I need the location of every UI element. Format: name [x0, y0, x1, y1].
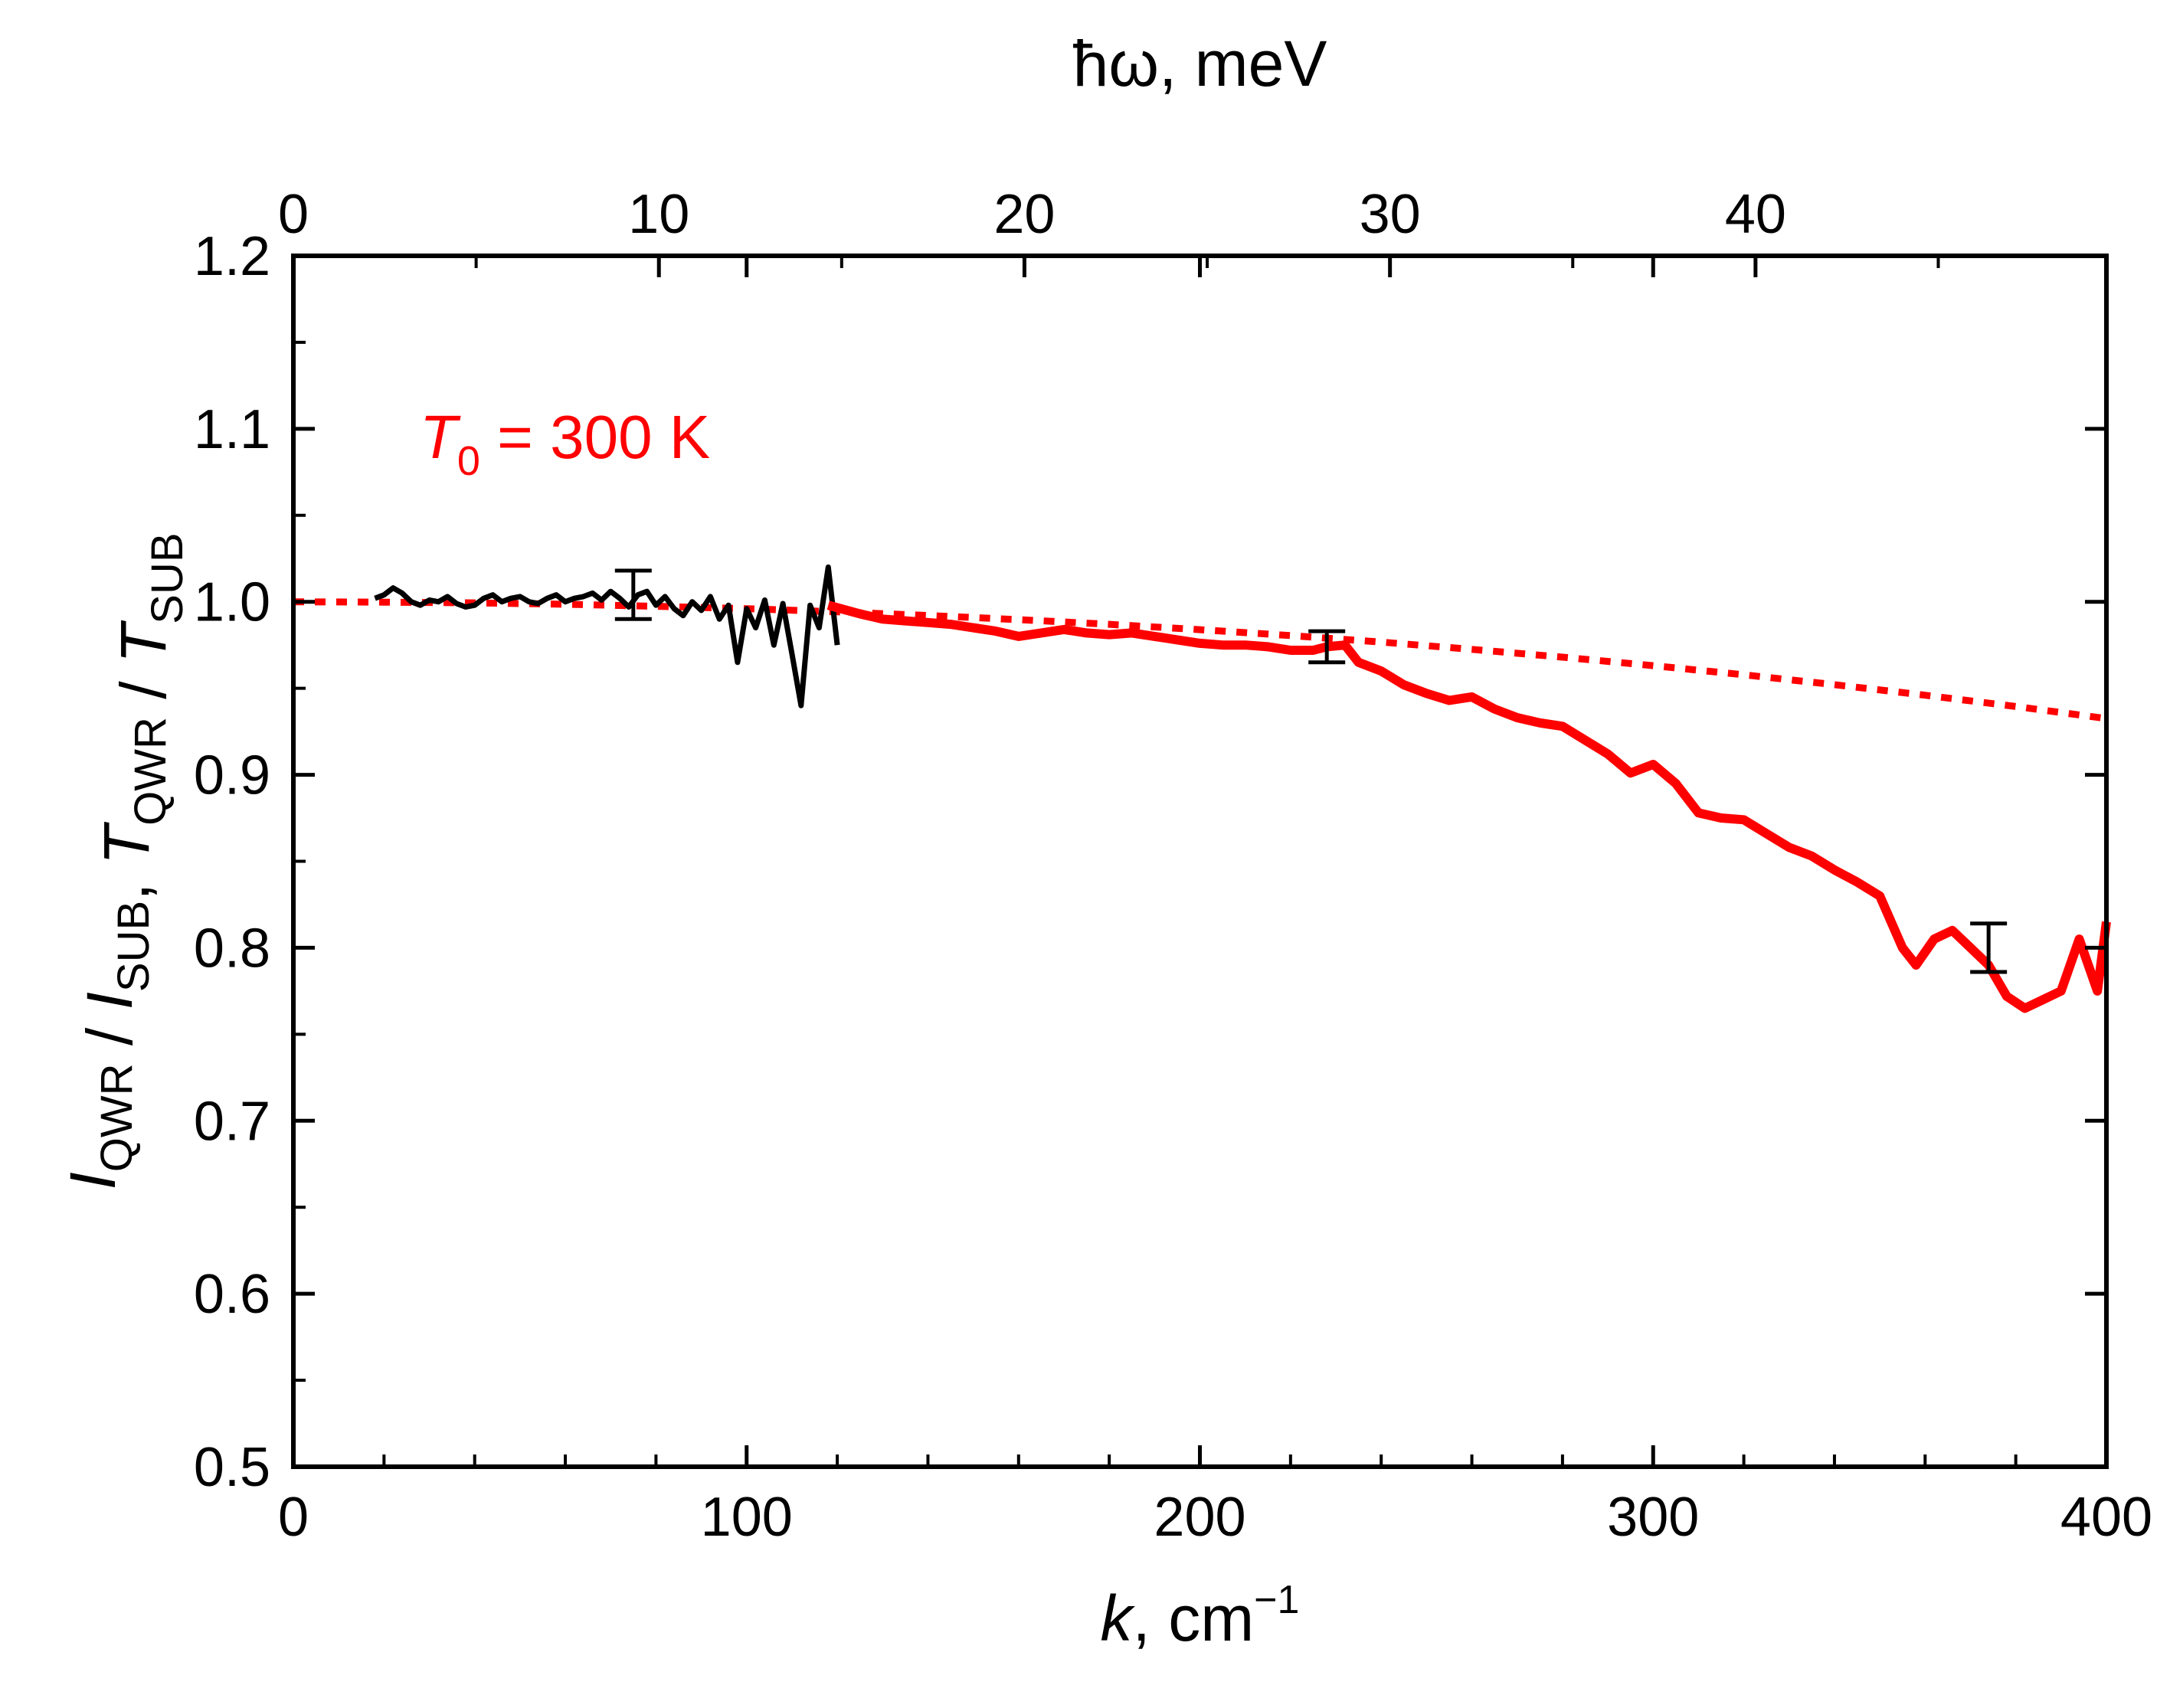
y-axis-title: IQWR / ISUB, TQWR / TSUB — [57, 532, 192, 1189]
top-axis-symbol: ħω — [1073, 28, 1159, 100]
tick-labels: 0 100 200 300 400 0 10 20 30 40 0.5 0.6 0.7 0.8 0.9 1.0… — [194, 184, 2152, 1548]
error-bars-layer — [614, 568, 2008, 974]
annotation-variable: T — [420, 403, 461, 471]
y-tick-label: 0.8 — [194, 918, 270, 979]
x-axis-exponent: −1 — [1254, 1578, 1299, 1622]
top-tick-label: 30 — [1360, 184, 1421, 245]
x-tick-label: 0 — [278, 1487, 309, 1548]
temperature-annotation: T0 = 300 K — [420, 403, 710, 484]
y-axis-title-text: IQWR / ISUB, TQWR / TSUB — [57, 532, 192, 1189]
y-axis-variable: T — [90, 821, 162, 865]
data-series-layer — [374, 564, 2111, 1013]
error-bar — [1308, 629, 1346, 665]
annotation-subscript: 0 — [457, 438, 480, 484]
top-axis-title: ħω, meV — [1073, 28, 1327, 100]
y-axis-separator: / — [107, 663, 179, 717]
fit-series-layer — [293, 598, 2107, 722]
y-axis-subscript: QWR — [126, 717, 175, 826]
series-line-1 — [826, 600, 2111, 1013]
top-tick-label: 0 — [278, 184, 309, 245]
y-axis-subscript: SUB — [109, 901, 159, 992]
error-bar — [614, 568, 652, 621]
x-axis-unit: , cm — [1133, 1582, 1255, 1654]
y-axis-separator: / — [74, 1009, 146, 1063]
x-tick-label: 400 — [2060, 1487, 2152, 1548]
x-axis-title: k, cm−1 — [1101, 1578, 1300, 1654]
y-tick-label: 0.6 — [194, 1264, 270, 1325]
y-axis-variable: T — [107, 620, 179, 663]
y-axis-separator: , — [90, 865, 162, 901]
x-axis-variable: k — [1101, 1582, 1136, 1654]
series-line-0 — [374, 564, 840, 708]
y-axis-subscript: QWR — [92, 1063, 142, 1172]
y-tick-label: 1.1 — [194, 399, 270, 460]
y-axis-variable: I — [57, 1172, 129, 1189]
top-tick-label: 10 — [628, 184, 689, 245]
y-axis-variable: I — [74, 992, 146, 1009]
y-tick-label: 0.9 — [194, 745, 270, 807]
x-tick-label: 200 — [1154, 1487, 1245, 1548]
top-axis-unit: , meV — [1159, 28, 1327, 100]
series-line-fit — [293, 598, 2107, 722]
y-tick-label: 0.5 — [194, 1437, 270, 1498]
y-tick-label: 1.0 — [194, 572, 270, 633]
y-axis-subscript: SUB — [142, 532, 192, 623]
top-tick-label: 20 — [993, 184, 1055, 245]
error-bar — [1970, 921, 2008, 974]
major-ticks — [291, 254, 2109, 1469]
top-tick-label: 40 — [1725, 184, 1786, 245]
y-tick-label: 0.7 — [194, 1091, 270, 1152]
y-tick-label: 1.2 — [194, 226, 270, 287]
annotation-value: = 300 K — [480, 403, 710, 471]
x-tick-label: 300 — [1607, 1487, 1699, 1548]
x-tick-label: 100 — [701, 1487, 793, 1548]
